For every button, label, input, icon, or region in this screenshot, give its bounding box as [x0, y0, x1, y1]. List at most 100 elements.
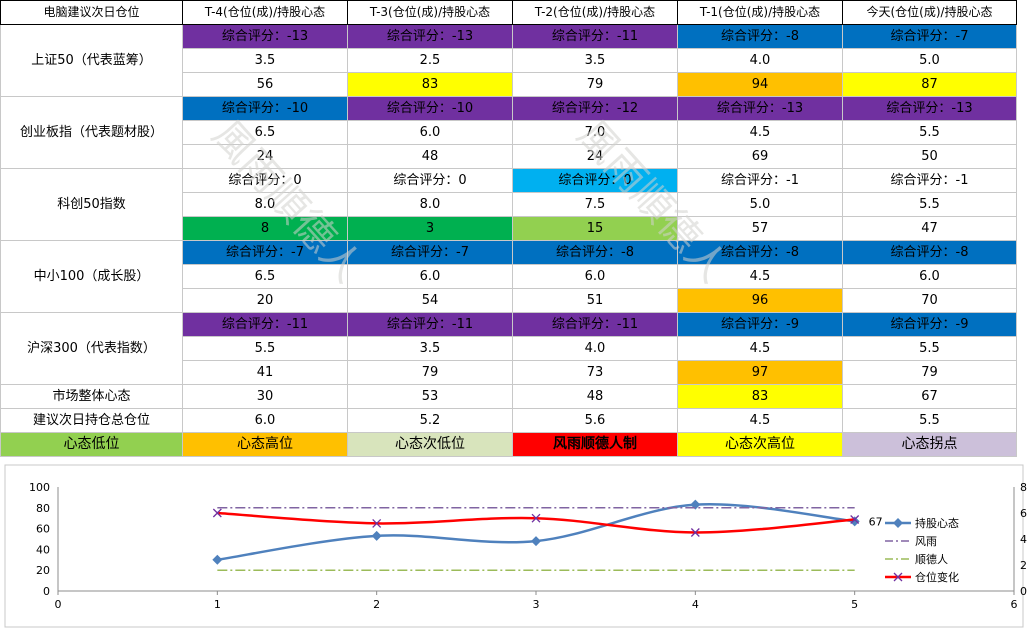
mood-cell[interactable]: 79	[512, 72, 678, 97]
market-mood-cell[interactable]: 48	[512, 384, 678, 409]
mood-cell[interactable]: 24	[182, 144, 348, 169]
score-cell[interactable]: 综合评分：-12	[512, 96, 678, 121]
mood-cell[interactable]: 79	[842, 360, 1017, 385]
market-mood-cell[interactable]: 30	[182, 384, 348, 409]
mood-cell[interactable]: 94	[677, 72, 843, 97]
total-position-cell[interactable]: 4.5	[677, 408, 843, 433]
total-position-cell[interactable]: 6.0	[182, 408, 348, 433]
position-cell[interactable]: 4.5	[677, 264, 843, 289]
score-cell[interactable]: 综合评分：-13	[677, 96, 843, 121]
legend-cell[interactable]: 风雨顺德人制	[512, 432, 678, 457]
position-cell[interactable]: 5.0	[677, 192, 843, 217]
position-cell[interactable]: 6.5	[182, 120, 348, 145]
score-cell[interactable]: 综合评分：-8	[842, 240, 1017, 265]
position-cell[interactable]: 4.5	[677, 120, 843, 145]
mood-cell[interactable]: 97	[677, 360, 843, 385]
score-cell[interactable]: 综合评分：-1	[842, 168, 1017, 193]
position-cell[interactable]: 8.0	[182, 192, 348, 217]
mood-cell[interactable]: 79	[347, 360, 513, 385]
position-cell[interactable]: 3.5	[347, 336, 513, 361]
mood-cell[interactable]: 3	[347, 216, 513, 241]
position-cell[interactable]: 6.0	[842, 264, 1017, 289]
header-cell[interactable]: T-1(仓位(成)/持股心态	[677, 0, 843, 25]
mood-cell[interactable]: 56	[182, 72, 348, 97]
position-cell[interactable]: 7.5	[512, 192, 678, 217]
mood-cell[interactable]: 70	[842, 288, 1017, 313]
header-cell[interactable]: 电脑建议次日仓位	[0, 0, 183, 25]
market-mood-label[interactable]: 市场整体心态	[0, 384, 183, 409]
mood-cell[interactable]: 69	[677, 144, 843, 169]
total-position-cell[interactable]: 5.2	[347, 408, 513, 433]
mood-cell[interactable]: 96	[677, 288, 843, 313]
score-cell[interactable]: 综合评分：-11	[347, 312, 513, 337]
header-cell[interactable]: T-4(仓位(成)/持股心态	[182, 0, 348, 25]
mood-cell[interactable]: 83	[347, 72, 513, 97]
index-name-cell[interactable]: 中小100（成长股）	[0, 240, 183, 313]
position-cell[interactable]: 5.5	[842, 192, 1017, 217]
market-mood-cell[interactable]: 83	[677, 384, 843, 409]
score-cell[interactable]: 综合评分：0	[512, 168, 678, 193]
score-cell[interactable]: 综合评分：-1	[677, 168, 843, 193]
legend-cell[interactable]: 心态次低位	[347, 432, 513, 457]
mood-cell[interactable]: 48	[347, 144, 513, 169]
position-cell[interactable]: 7.0	[512, 120, 678, 145]
mood-cell[interactable]: 54	[347, 288, 513, 313]
position-cell[interactable]: 5.5	[842, 336, 1017, 361]
mood-cell[interactable]: 51	[512, 288, 678, 313]
legend-cell[interactable]: 心态低位	[0, 432, 183, 457]
total-position-cell[interactable]: 5.5	[842, 408, 1017, 433]
score-cell[interactable]: 综合评分：0	[347, 168, 513, 193]
legend-cell[interactable]: 心态高位	[182, 432, 348, 457]
header-cell[interactable]: 今天(仓位(成)/持股心态	[842, 0, 1017, 25]
score-cell[interactable]: 综合评分：-7	[182, 240, 348, 265]
position-cell[interactable]: 6.0	[512, 264, 678, 289]
mood-cell[interactable]: 50	[842, 144, 1017, 169]
position-cell[interactable]: 8.0	[347, 192, 513, 217]
position-cell[interactable]: 5.0	[842, 48, 1017, 73]
position-cell[interactable]: 6.0	[347, 264, 513, 289]
header-cell[interactable]: T-2(仓位(成)/持股心态	[512, 0, 678, 25]
score-cell[interactable]: 综合评分：-8	[677, 240, 843, 265]
position-cell[interactable]: 4.0	[512, 336, 678, 361]
mood-cell[interactable]: 8	[182, 216, 348, 241]
score-cell[interactable]: 综合评分：-11	[512, 312, 678, 337]
score-cell[interactable]: 综合评分：-10	[347, 96, 513, 121]
position-cell[interactable]: 5.5	[182, 336, 348, 361]
position-cell[interactable]: 3.5	[182, 48, 348, 73]
market-mood-cell[interactable]: 53	[347, 384, 513, 409]
mood-cell[interactable]: 15	[512, 216, 678, 241]
score-cell[interactable]: 综合评分：-11	[512, 24, 678, 49]
score-cell[interactable]: 综合评分：-11	[182, 312, 348, 337]
score-cell[interactable]: 综合评分：-13	[182, 24, 348, 49]
score-cell[interactable]: 综合评分：-9	[842, 312, 1017, 337]
mood-cell[interactable]: 73	[512, 360, 678, 385]
total-position-label[interactable]: 建议次日持仓总仓位	[0, 408, 183, 433]
legend-cell[interactable]: 心态拐点	[842, 432, 1017, 457]
score-cell[interactable]: 综合评分：-8	[677, 24, 843, 49]
header-cell[interactable]: T-3(仓位(成)/持股心态	[347, 0, 513, 25]
legend-cell[interactable]: 心态次高位	[677, 432, 843, 457]
market-mood-cell[interactable]: 67	[842, 384, 1017, 409]
score-cell[interactable]: 综合评分：0	[182, 168, 348, 193]
index-name-cell[interactable]: 创业板指（代表题材股）	[0, 96, 183, 169]
mood-cell[interactable]: 20	[182, 288, 348, 313]
index-name-cell[interactable]: 科创50指数	[0, 168, 183, 241]
score-cell[interactable]: 综合评分：-8	[512, 240, 678, 265]
mood-cell[interactable]: 24	[512, 144, 678, 169]
total-position-cell[interactable]: 5.6	[512, 408, 678, 433]
score-cell[interactable]: 综合评分：-13	[347, 24, 513, 49]
score-cell[interactable]: 综合评分：-7	[347, 240, 513, 265]
mood-cell[interactable]: 57	[677, 216, 843, 241]
index-name-cell[interactable]: 沪深300（代表指数）	[0, 312, 183, 385]
position-cell[interactable]: 2.5	[347, 48, 513, 73]
score-cell[interactable]: 综合评分：-10	[182, 96, 348, 121]
position-cell[interactable]: 4.0	[677, 48, 843, 73]
mood-cell[interactable]: 41	[182, 360, 348, 385]
position-cell[interactable]: 4.5	[677, 336, 843, 361]
index-name-cell[interactable]: 上证50（代表蓝筹）	[0, 24, 183, 97]
position-cell[interactable]: 5.5	[842, 120, 1017, 145]
score-cell[interactable]: 综合评分：-13	[842, 96, 1017, 121]
mood-cell[interactable]: 87	[842, 72, 1017, 97]
position-cell[interactable]: 3.5	[512, 48, 678, 73]
position-cell[interactable]: 6.5	[182, 264, 348, 289]
